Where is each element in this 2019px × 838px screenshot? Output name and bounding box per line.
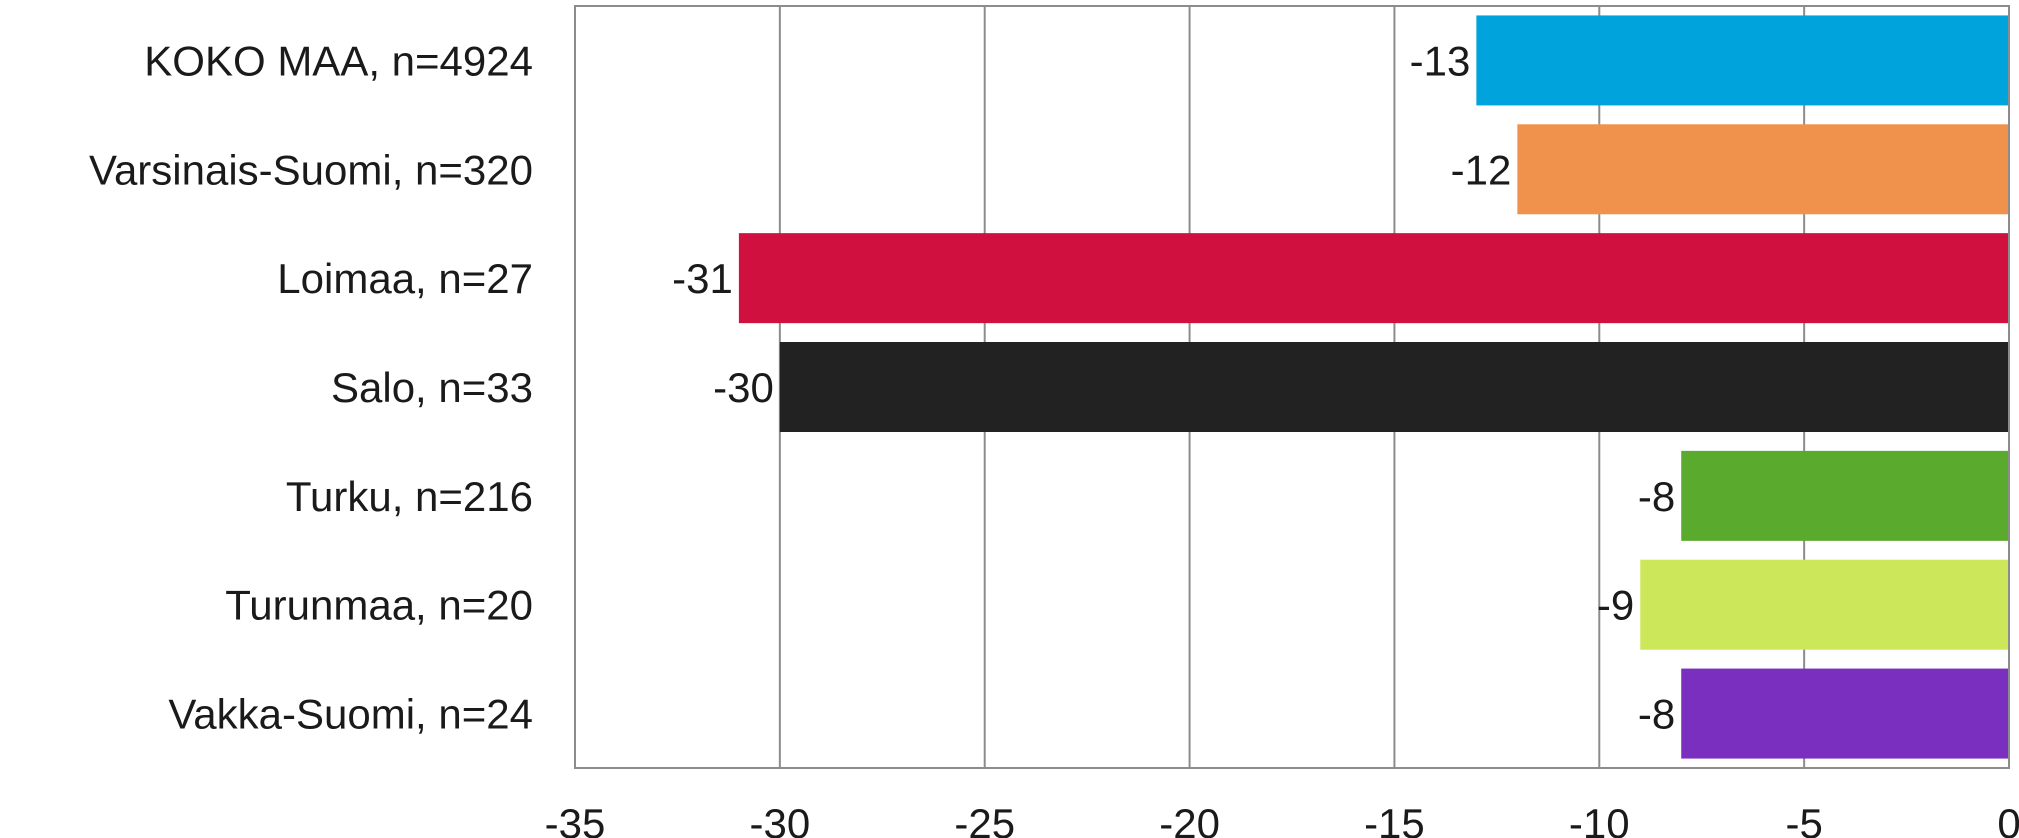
bar (779, 342, 2009, 432)
bar (1517, 124, 2009, 215)
x-tick-label: 0 (1997, 800, 2019, 838)
data-label: -12 (1451, 146, 1512, 193)
x-tick-label: -35 (545, 800, 606, 838)
x-tick-label: -30 (750, 800, 811, 838)
category-label: Turunmaa, n=20 (225, 582, 533, 629)
category-label: Turku, n=216 (286, 473, 533, 520)
bar (1476, 15, 2009, 106)
data-label: -13 (1410, 37, 1471, 84)
x-tick-label: -5 (1785, 800, 1822, 838)
bar (738, 233, 2009, 324)
category-label: KOKO MAA, n=4924 (144, 37, 533, 84)
x-tick-label: -10 (1569, 800, 1630, 838)
bar (1640, 559, 2009, 650)
data-label: -9 (1597, 582, 1634, 629)
category-label: Vakka-Suomi, n=24 (168, 691, 533, 738)
data-labels: -13 -12 -31 -30 -8 -9 -8 (672, 37, 1675, 737)
category-label: Loimaa, n=27 (277, 255, 533, 302)
category-label: Salo, n=33 (331, 364, 533, 411)
category-labels: KOKO MAA, n=4924 Varsinais-Suomi, n=320 Lo… (89, 37, 533, 737)
data-label: -30 (713, 364, 774, 411)
bars (738, 15, 2009, 759)
bar (1681, 450, 2009, 541)
data-label: -8 (1638, 473, 1675, 520)
x-tick-label: -15 (1364, 800, 1425, 838)
plot-frame (574, 5, 2010, 769)
bar (1681, 668, 2009, 759)
x-tick-label: -25 (954, 800, 1015, 838)
data-label: -8 (1638, 691, 1675, 738)
x-tick-label: -20 (1159, 800, 1220, 838)
x-tick-labels: -35 -30 -25 -20 -15 -10 -5 0 (545, 800, 2019, 838)
category-label: Varsinais-Suomi, n=320 (89, 146, 533, 193)
data-label: -31 (672, 255, 733, 302)
